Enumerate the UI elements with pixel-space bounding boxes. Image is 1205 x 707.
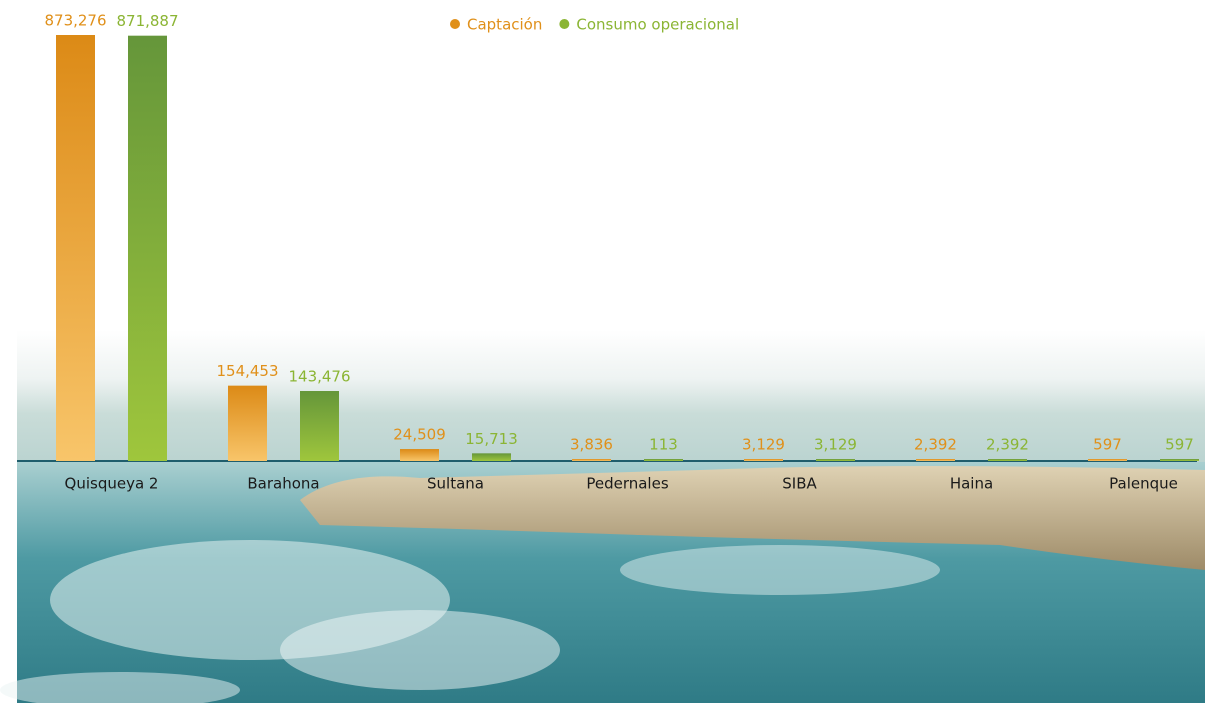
bar xyxy=(916,459,955,461)
bar xyxy=(56,35,95,461)
bar xyxy=(400,449,439,461)
value-label: 143,476 xyxy=(288,368,350,386)
bar xyxy=(816,459,855,461)
value-label: 113 xyxy=(649,436,678,454)
category-label: Haina xyxy=(950,475,993,493)
category-label: Barahona xyxy=(247,475,319,493)
bar xyxy=(228,385,267,461)
bar xyxy=(472,453,511,461)
value-label: 597 xyxy=(1093,436,1122,454)
bar xyxy=(644,459,683,461)
legend-label: Consumo operacional xyxy=(576,16,739,34)
value-label: 24,509 xyxy=(393,426,446,444)
background-photo xyxy=(0,330,1205,707)
bar xyxy=(572,459,611,461)
category-label: SIBA xyxy=(782,475,817,493)
value-label: 3,129 xyxy=(742,436,785,454)
category-label: Sultana xyxy=(427,475,484,493)
value-label: 154,453 xyxy=(216,362,278,380)
value-label: 873,276 xyxy=(44,12,106,30)
bar xyxy=(1160,459,1199,461)
category-label: Quisqueya 2 xyxy=(65,475,159,493)
value-label: 2,392 xyxy=(986,436,1029,454)
bar xyxy=(300,391,339,461)
bar xyxy=(128,35,167,461)
value-label: 871,887 xyxy=(116,12,178,30)
bar xyxy=(988,459,1027,461)
legend-label: Captación xyxy=(467,16,542,34)
value-label: 597 xyxy=(1165,436,1194,454)
value-label: 3,836 xyxy=(570,436,613,454)
category-label: Pedernales xyxy=(586,475,668,493)
value-label: 15,713 xyxy=(465,430,518,448)
legend-marker xyxy=(559,19,570,29)
value-label: 2,392 xyxy=(914,436,957,454)
value-label: 3,129 xyxy=(814,436,857,454)
category-label: Palenque xyxy=(1109,475,1178,493)
bar xyxy=(1088,459,1127,461)
legend-marker xyxy=(450,19,460,29)
bar xyxy=(744,459,783,461)
